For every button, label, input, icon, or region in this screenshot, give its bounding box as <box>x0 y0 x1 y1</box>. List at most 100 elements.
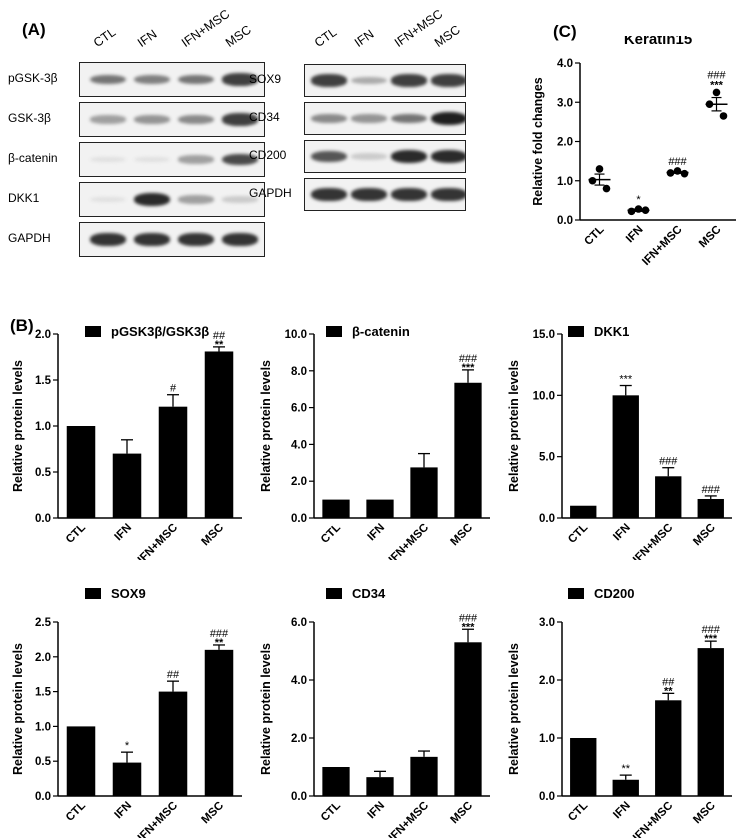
x-tick-label: IFN+MSC <box>136 522 180 560</box>
y-tick-label: 2.0 <box>557 137 573 149</box>
blot-band <box>222 73 258 86</box>
blot-band <box>391 113 427 124</box>
blot-band <box>351 153 387 160</box>
y-tick-label: 3.0 <box>539 617 555 629</box>
significance-mark: *** <box>619 374 633 386</box>
y-axis-label: Relative protein levels <box>507 360 521 492</box>
blot-band <box>351 114 387 123</box>
blot-band <box>134 74 170 85</box>
bar <box>655 476 682 518</box>
blot-band <box>90 115 126 124</box>
blot-band <box>178 155 214 164</box>
blot-row-label: SOX9 <box>249 71 282 86</box>
blot-band <box>431 111 465 126</box>
significance-mark: ### <box>459 612 478 624</box>
blot-band <box>391 149 427 164</box>
blot-lane-label: MSC <box>431 22 463 50</box>
blot-strip <box>79 62 265 97</box>
data-point <box>712 88 721 97</box>
x-tick-label: IFN+MSC <box>640 224 684 266</box>
x-tick-label: IFN <box>366 800 388 822</box>
blot-band <box>222 113 258 126</box>
bar <box>204 649 234 796</box>
legend-swatch <box>568 326 584 337</box>
y-axis-label: Relative protein levels <box>259 643 273 775</box>
x-tick-label: CTL <box>566 522 590 546</box>
y-tick-label: 1.5 <box>35 375 52 387</box>
blot-row-label: CD200 <box>249 147 287 162</box>
x-tick-label: CTL <box>582 224 606 248</box>
blot-band <box>391 188 427 201</box>
legend-label: pGSK3β/GSK3β <box>111 324 209 339</box>
y-tick-label: 0.5 <box>35 756 52 768</box>
bar <box>112 453 142 518</box>
significance-mark: ### <box>659 456 678 468</box>
bar <box>570 738 597 796</box>
blot-strip <box>79 102 265 137</box>
legend-swatch <box>85 588 101 599</box>
blot-strip <box>304 64 466 97</box>
significance-mark: # <box>170 383 177 395</box>
x-tick-label: IFN <box>624 224 646 246</box>
bar <box>655 700 682 796</box>
blot-band <box>178 195 214 204</box>
x-tick-label: IFN <box>113 800 135 822</box>
y-tick-label: 1.0 <box>35 421 51 433</box>
x-tick-label: IFN+MSC <box>136 800 180 838</box>
data-point <box>719 112 728 120</box>
y-tick-label: 2.0 <box>539 675 555 687</box>
bar <box>322 767 350 796</box>
blot-band <box>311 74 347 87</box>
bar <box>158 691 188 796</box>
x-tick-label: IFN+MSC <box>631 522 675 560</box>
y-tick-label: 0.0 <box>557 215 573 227</box>
data-point <box>588 176 597 185</box>
bar <box>66 726 96 796</box>
significance-mark: ### <box>668 156 687 168</box>
y-tick-label: 2.0 <box>35 329 51 341</box>
y-tick-label: 0.0 <box>539 513 555 525</box>
blot-row-label: pGSK-3β <box>8 70 58 85</box>
blot-band <box>134 156 170 163</box>
x-tick-label: CTL <box>319 522 343 546</box>
blot-lane-label: CTL <box>311 24 340 50</box>
y-tick-label: 15.0 <box>533 329 555 341</box>
bar <box>410 756 438 796</box>
blot-row-label: GAPDH <box>8 230 51 245</box>
x-tick-label: IFN+MSC <box>387 800 431 838</box>
bar <box>454 382 482 518</box>
y-tick-label: 0.0 <box>291 791 307 803</box>
blot-band <box>178 114 214 125</box>
blot-strip <box>79 142 265 177</box>
x-tick-label: MSC <box>691 522 718 549</box>
significance-mark: ## <box>213 330 226 342</box>
y-tick-label: 0.0 <box>35 791 51 803</box>
bar <box>410 467 438 518</box>
blot-band <box>222 196 258 203</box>
bar <box>322 499 350 518</box>
y-axis-label: Relative protein levels <box>259 360 273 492</box>
x-tick-label: IFN <box>611 522 633 544</box>
blot-band <box>90 74 126 85</box>
y-tick-label: 2.0 <box>291 733 307 745</box>
blot-lane-label: IFN <box>351 26 377 50</box>
x-tick-label: MSC <box>691 800 718 827</box>
significance-mark: ** <box>215 637 224 649</box>
data-point <box>595 165 604 173</box>
chart-keratin15: Keratin15 0.0 1.0 2.0 3.0 4.0 Relative fold ch… <box>531 36 736 266</box>
bar <box>366 499 394 518</box>
y-tick-label: 10.0 <box>285 329 307 341</box>
blot-band <box>134 192 170 207</box>
bar <box>612 395 639 518</box>
bar <box>112 762 142 796</box>
x-tick-label: IFN <box>366 522 388 544</box>
x-tick-label: CTL <box>566 800 590 824</box>
y-tick-label: 6.0 <box>291 617 307 629</box>
bar <box>66 426 96 518</box>
blot-band <box>90 196 126 203</box>
data-point <box>602 184 611 193</box>
blot-band <box>351 76 387 85</box>
significance-mark: * <box>636 194 641 206</box>
x-tick-label: MSC <box>200 522 227 549</box>
blot-row-label: GAPDH <box>249 185 292 200</box>
